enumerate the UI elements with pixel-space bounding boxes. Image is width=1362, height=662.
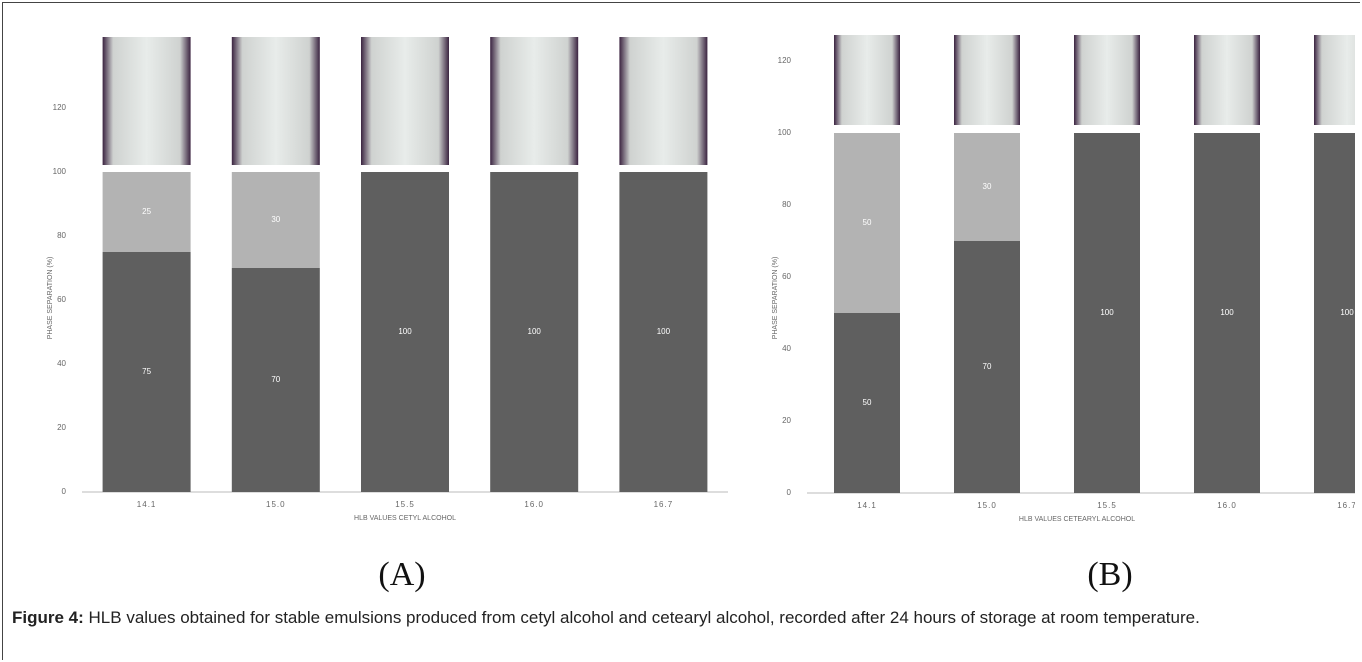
y-axis-label: PHASE SEPARATION (%) (772, 257, 779, 340)
value-label: 100 (657, 327, 671, 336)
value-label: 50 (863, 218, 872, 227)
bar-segment (1314, 133, 1355, 493)
caption: Figure 4: HLB values obtained for stable… (12, 606, 1352, 630)
value-label: 75 (142, 367, 151, 376)
bar-segment (1194, 133, 1260, 493)
x-tick-label: 14.1 (857, 501, 877, 510)
tube-photo (1194, 35, 1260, 125)
value-label: 100 (1220, 308, 1234, 317)
bar-segment (834, 133, 900, 313)
bar-segment (954, 133, 1020, 241)
x-tick-label: 16.7 (1337, 501, 1357, 510)
tube-photo (619, 37, 708, 165)
y-tick-label: 40 (57, 359, 66, 368)
y-tick-label: 20 (57, 423, 66, 432)
bar-segment (361, 172, 449, 492)
value-label: 25 (142, 207, 151, 216)
value-label: 100 (1100, 308, 1114, 317)
bar-segment (231, 268, 320, 492)
value-label: 50 (863, 398, 872, 407)
y-tick-label: 100 (778, 128, 792, 137)
y-tick-label: 60 (57, 295, 66, 304)
y-tick-label: 60 (782, 272, 791, 281)
bar-segment (834, 313, 900, 493)
bar-segment (231, 172, 320, 268)
x-tick-label: 16.7 (654, 500, 674, 509)
caption-label: Figure 4: (12, 608, 84, 627)
x-tick-label: 16.0 (524, 500, 544, 509)
tube-photo (1314, 35, 1355, 125)
value-label: 70 (271, 375, 280, 384)
value-label: 70 (983, 362, 992, 371)
panel-label: (A) (378, 556, 425, 593)
y-tick-label: 40 (782, 344, 791, 353)
x-axis-label: HLB VALUES CETYL ALCOHOL (354, 515, 456, 522)
tube-photo (1074, 35, 1140, 125)
tube-photo (361, 37, 449, 165)
bar-segment (102, 252, 191, 492)
y-tick-label: 20 (782, 416, 791, 425)
y-axis-label: PHASE SEPARATION (%) (47, 257, 54, 340)
tube-photo (102, 37, 191, 165)
value-label: 100 (1340, 308, 1354, 317)
y-tick-label: 100 (53, 167, 67, 176)
x-tick-label: 14.1 (137, 500, 157, 509)
value-label: 100 (528, 327, 542, 336)
tube-photo (231, 37, 320, 165)
bar-segment (102, 172, 191, 252)
value-label: 100 (398, 327, 412, 336)
bar-segment (490, 172, 579, 492)
value-label: 30 (271, 215, 280, 224)
x-tick-label: 15.5 (1097, 501, 1117, 510)
x-axis-label: HLB VALUES CETEARYL ALCOHOL (1019, 516, 1135, 523)
x-tick-label: 15.5 (395, 500, 415, 509)
y-tick-label: 120 (53, 103, 67, 112)
y-tick-label: 120 (778, 56, 792, 65)
panel-label: (B) (1087, 556, 1132, 593)
y-tick-label: 0 (62, 487, 67, 496)
x-tick-label: 15.0 (266, 500, 286, 509)
y-tick-label: 80 (782, 200, 791, 209)
x-tick-label: 16.0 (1217, 501, 1237, 510)
bar-segment (1074, 133, 1140, 493)
panel-a: 0 20 40 60 80 100 120 PHASE SEPARATION (%) HLB V… (47, 37, 728, 593)
tube-photo (954, 35, 1020, 125)
figure: 0 20 40 60 80 100 120 PHASE SEPARATION (%) HLB V… (47, 35, 1357, 593)
caption-text: HLB values obtained for stable emulsions… (88, 608, 1200, 627)
value-label: 30 (983, 182, 992, 191)
tube-photo (490, 37, 579, 165)
bar-segment (954, 241, 1020, 493)
x-tick-label: 15.0 (977, 501, 997, 510)
bar-segment (619, 172, 708, 492)
panel-b: 0 20 40 60 80 100 120 PHASE SEPARATION (%) HLB V… (772, 35, 1357, 593)
tube-photo (834, 35, 900, 125)
y-tick-label: 80 (57, 231, 66, 240)
y-tick-label: 0 (787, 488, 792, 497)
